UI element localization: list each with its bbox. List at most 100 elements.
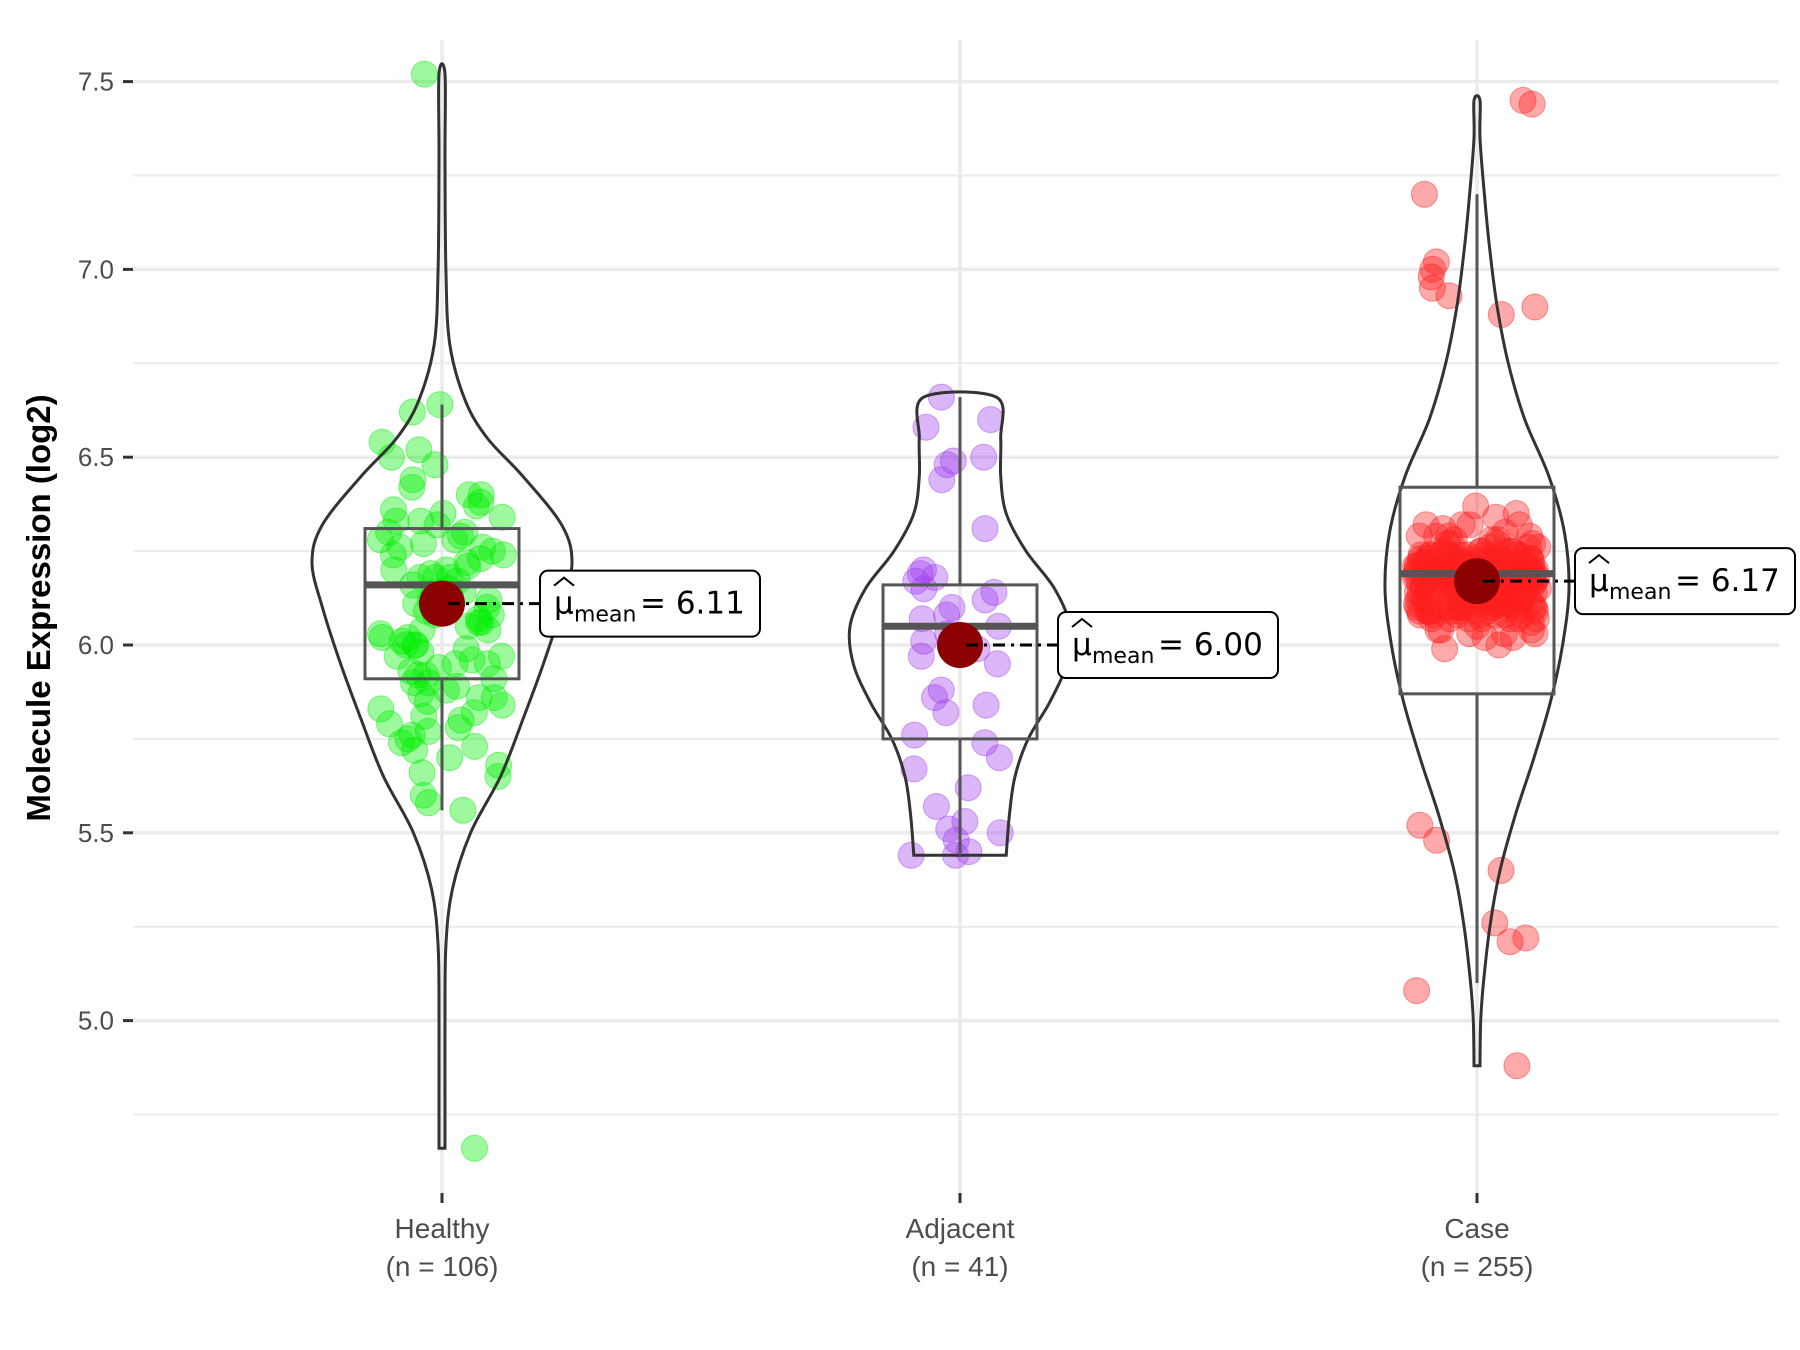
data-point — [1427, 616, 1455, 644]
data-point — [367, 695, 395, 723]
y-tick-label: 5.5 — [78, 818, 114, 848]
data-point — [985, 744, 1013, 772]
mean-marker — [1454, 558, 1500, 605]
data-point — [383, 642, 411, 670]
data-point — [1468, 605, 1496, 633]
data-point — [461, 1134, 488, 1162]
data-point — [977, 406, 1005, 434]
data-point — [441, 650, 469, 678]
data-point — [1403, 590, 1430, 618]
data-point — [1503, 1052, 1531, 1080]
data-point — [469, 533, 497, 561]
data-point — [1481, 601, 1509, 629]
data-point — [1416, 541, 1444, 569]
x-tick-label-case: Case — [1444, 1213, 1509, 1244]
data-point — [1403, 977, 1431, 1005]
data-point — [386, 533, 414, 561]
data-point — [410, 530, 437, 558]
data-point — [394, 725, 422, 753]
data-point — [922, 793, 950, 820]
data-point — [401, 736, 429, 764]
data-point — [971, 515, 999, 543]
annotation-box — [539, 569, 761, 638]
data-point — [1423, 522, 1450, 550]
data-point — [1522, 605, 1550, 633]
data-point — [484, 763, 512, 790]
data-point — [1419, 597, 1447, 625]
data-point — [426, 391, 454, 419]
data-point — [398, 473, 426, 501]
data-point — [1404, 593, 1432, 621]
x-tick-label-healthy: Healthy — [395, 1213, 490, 1244]
data-point — [1462, 492, 1490, 520]
data-point — [1456, 620, 1484, 648]
data-point — [1424, 616, 1452, 644]
data-point — [1422, 248, 1450, 276]
data-point — [1482, 503, 1510, 531]
data-point — [938, 593, 966, 621]
data-point — [1405, 522, 1433, 550]
data-point — [412, 661, 440, 689]
data-point — [488, 503, 516, 531]
data-point — [1500, 590, 1527, 618]
data-point — [1507, 545, 1535, 573]
data-point — [902, 567, 930, 595]
data-point — [1505, 605, 1533, 633]
data-point — [473, 650, 501, 678]
box-iqr — [1398, 485, 1556, 696]
data-point — [407, 680, 435, 708]
data-point — [1491, 518, 1519, 546]
data-point — [1490, 620, 1518, 648]
y-tick-label: 5.0 — [78, 1006, 114, 1036]
data-point — [1404, 586, 1432, 614]
data-point — [1505, 511, 1533, 539]
data-point — [1503, 597, 1531, 625]
data-point — [467, 488, 495, 516]
data-point — [1492, 537, 1519, 565]
group-case: μ mean = 6.17 — [1383, 86, 1796, 1080]
data-point — [1502, 593, 1530, 621]
data-point — [1504, 541, 1532, 569]
data-point — [1418, 590, 1446, 618]
data-point — [983, 650, 1011, 678]
annotation-mu: μ — [554, 586, 574, 622]
data-point — [474, 616, 502, 644]
data-point — [1448, 511, 1476, 539]
data-point — [935, 815, 963, 843]
data-point — [1414, 597, 1441, 625]
data-point — [407, 639, 435, 666]
annotation-value: = 6.17 — [1675, 563, 1780, 599]
violin-outline — [847, 390, 1073, 857]
data-point — [376, 710, 403, 738]
data-point — [380, 496, 407, 524]
data-point — [488, 691, 516, 719]
data-point — [1446, 597, 1474, 625]
mean-annotation: μ mean = 6.11 — [539, 569, 761, 638]
data-point — [927, 676, 955, 704]
data-point — [942, 826, 970, 854]
data-point — [410, 60, 438, 88]
data-point — [366, 526, 394, 554]
data-point — [1417, 263, 1445, 291]
data-point — [367, 620, 394, 648]
annotation-value: = 6.11 — [640, 586, 745, 622]
annotation-subscript: mean — [1092, 644, 1154, 669]
data-point — [1414, 597, 1442, 625]
data-point — [1403, 578, 1431, 606]
data-point — [454, 552, 482, 580]
x-tick-label-adjacent: Adjacent — [906, 1213, 1015, 1244]
data-point — [970, 443, 998, 471]
data-point — [1433, 530, 1461, 558]
data-point — [1419, 255, 1447, 283]
data-point — [379, 541, 407, 569]
data-point — [388, 627, 416, 655]
data-point — [462, 492, 490, 520]
hat-icon — [1588, 553, 1610, 564]
data-point — [1440, 526, 1468, 554]
data-point — [1507, 586, 1535, 614]
data-point — [1496, 928, 1524, 956]
data-point — [1508, 601, 1536, 629]
data-point — [1444, 601, 1472, 629]
y-axis: 5.0 5.5 6.0 6.5 7.0 7.5 — [78, 67, 133, 1036]
